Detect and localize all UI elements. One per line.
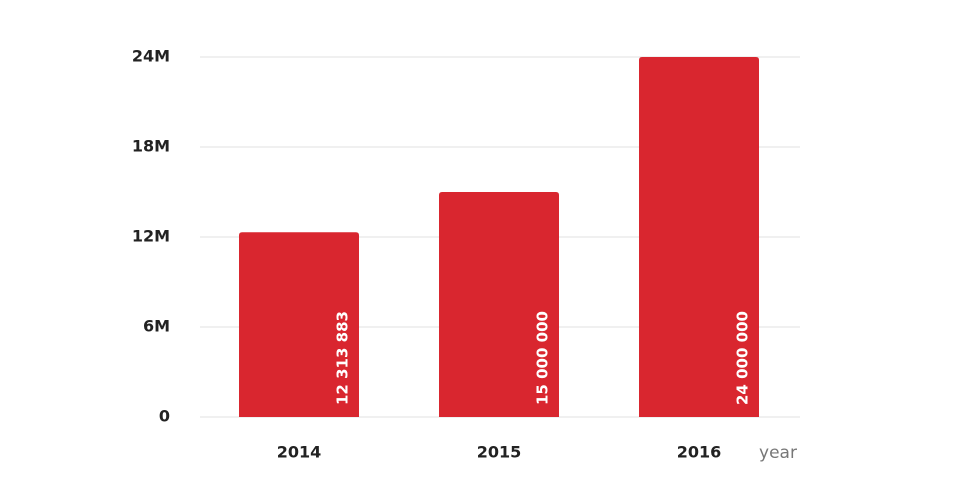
y-tick-label: 12M: [132, 227, 170, 246]
bar: [639, 57, 759, 417]
bar: [239, 232, 359, 417]
value-label: 15 000 000: [534, 311, 552, 405]
bar: [439, 192, 559, 417]
y-tick-label: 0: [159, 407, 170, 426]
y-tick-label: 24M: [132, 47, 170, 66]
y-tick-label: 18M: [132, 137, 170, 156]
x-axis-label: year: [759, 443, 797, 463]
value-label: 24 000 000: [734, 311, 752, 405]
y-tick-label: 6M: [143, 317, 170, 336]
x-tick-label: 2016: [677, 443, 722, 462]
x-tick-label: 2014: [277, 443, 322, 462]
x-tick-label: 2015: [477, 443, 522, 462]
value-label: 12 313 883: [334, 311, 352, 405]
